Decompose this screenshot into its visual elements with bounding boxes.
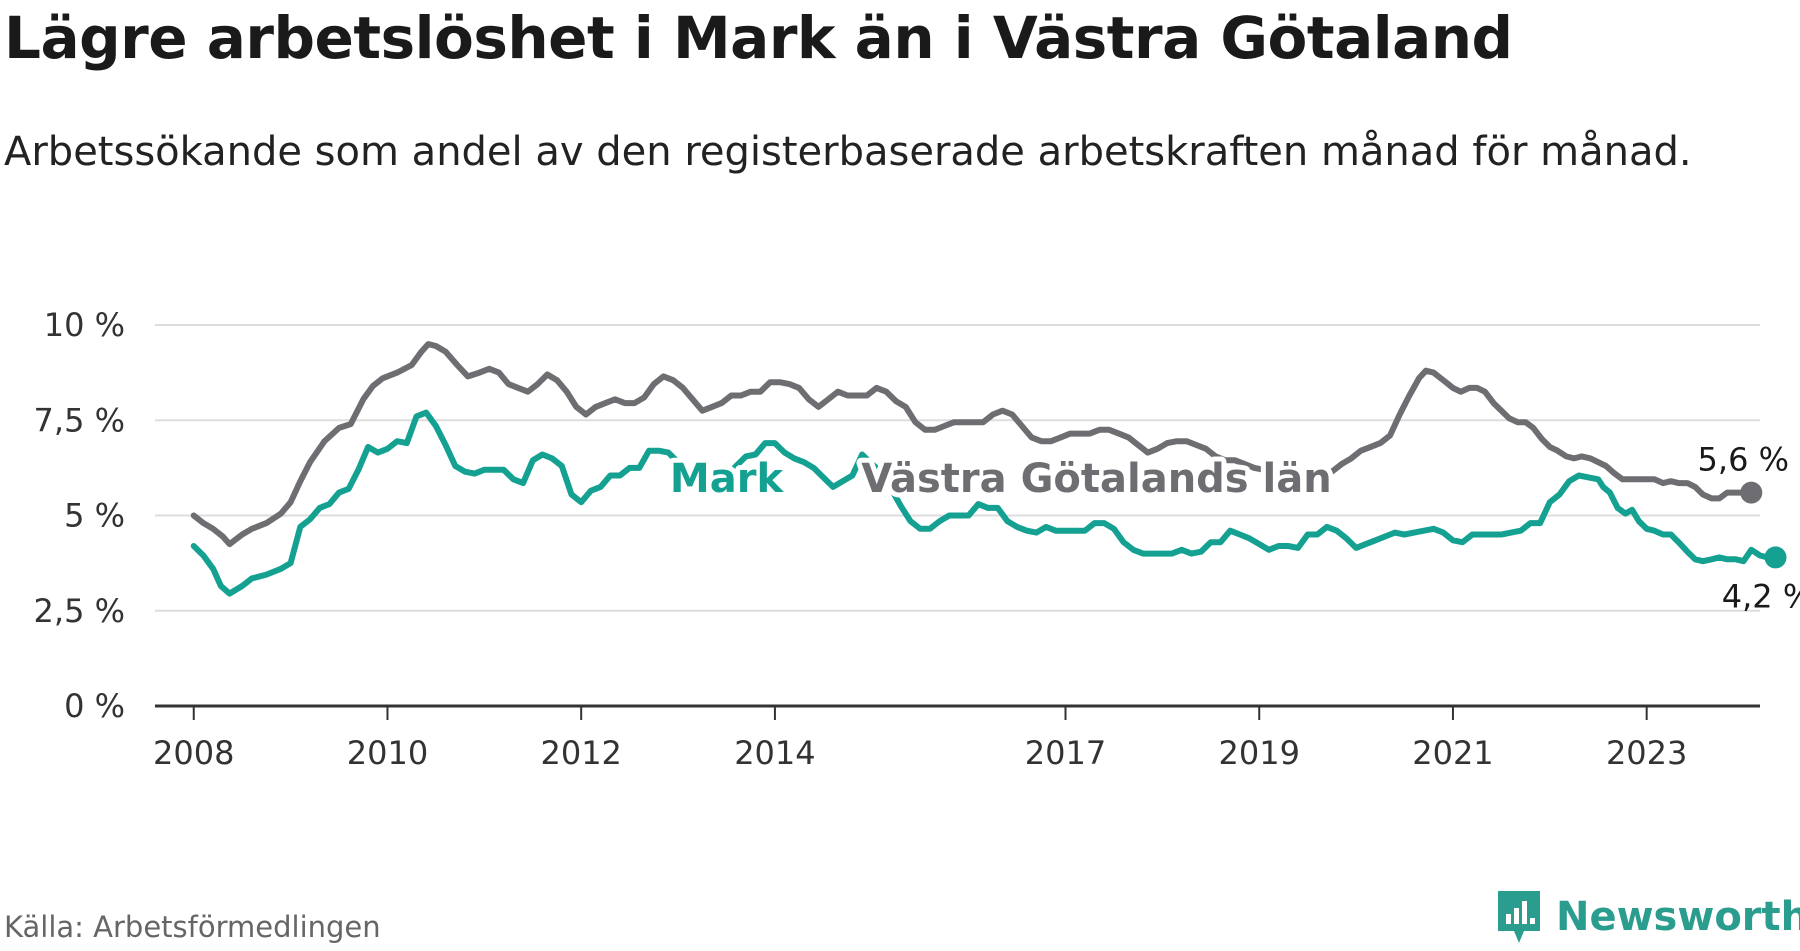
x-tick-label: 2019 bbox=[1219, 734, 1300, 772]
y-tick-label: 5 % bbox=[64, 497, 125, 535]
x-tick-label: 2012 bbox=[540, 734, 621, 772]
axes: 0 % 2,5 % 5 % 7,5 % 10 % 2008 2010 2012 2014 2017… bbox=[34, 306, 1760, 772]
chart-subtitle: Arbetssökande som andel av den registerb… bbox=[4, 129, 1692, 175]
y-tick-label: 10 % bbox=[44, 306, 125, 344]
x-tick-label: 2017 bbox=[1025, 734, 1106, 772]
series-label-mark: Mark bbox=[670, 456, 785, 502]
brand-name: Newsworthy bbox=[1556, 894, 1800, 940]
newsworthy-icon bbox=[1498, 891, 1540, 943]
source-note: Källa: Arbetsförmedlingen bbox=[4, 910, 381, 944]
x-tick-label: 2023 bbox=[1606, 734, 1687, 772]
series-line-mark bbox=[190, 409, 1779, 597]
brand-logo[interactable]: Newsworthy bbox=[1494, 883, 1800, 951]
x-tick-label: 2010 bbox=[347, 734, 428, 772]
end-label-vastra-gotaland: 5,6 % bbox=[1698, 441, 1789, 479]
x-tick-label: 2021 bbox=[1412, 734, 1493, 772]
x-tick-label: 2014 bbox=[734, 734, 815, 772]
series-label-vastra-gotaland: Västra Götalands län bbox=[861, 456, 1332, 502]
end-point-mark bbox=[1764, 546, 1787, 569]
series-line-vastra-gotaland bbox=[190, 341, 1755, 548]
y-tick-label: 0 % bbox=[64, 687, 125, 725]
y-tick-label: 2,5 % bbox=[34, 592, 125, 630]
end-label-mark: 4,2 % bbox=[1722, 577, 1800, 615]
x-tick-label: 2008 bbox=[153, 734, 234, 772]
y-tick-label: 7,5 % bbox=[34, 401, 125, 439]
series-labels: Västra Götalands län Mark 5,6 % 4,2 % bbox=[665, 441, 1800, 616]
end-point-vastra-gotaland bbox=[1740, 481, 1763, 504]
series-lines bbox=[190, 341, 1787, 597]
chart-title: Lägre arbetslöshet i Mark än i Västra Gö… bbox=[4, 4, 1513, 72]
